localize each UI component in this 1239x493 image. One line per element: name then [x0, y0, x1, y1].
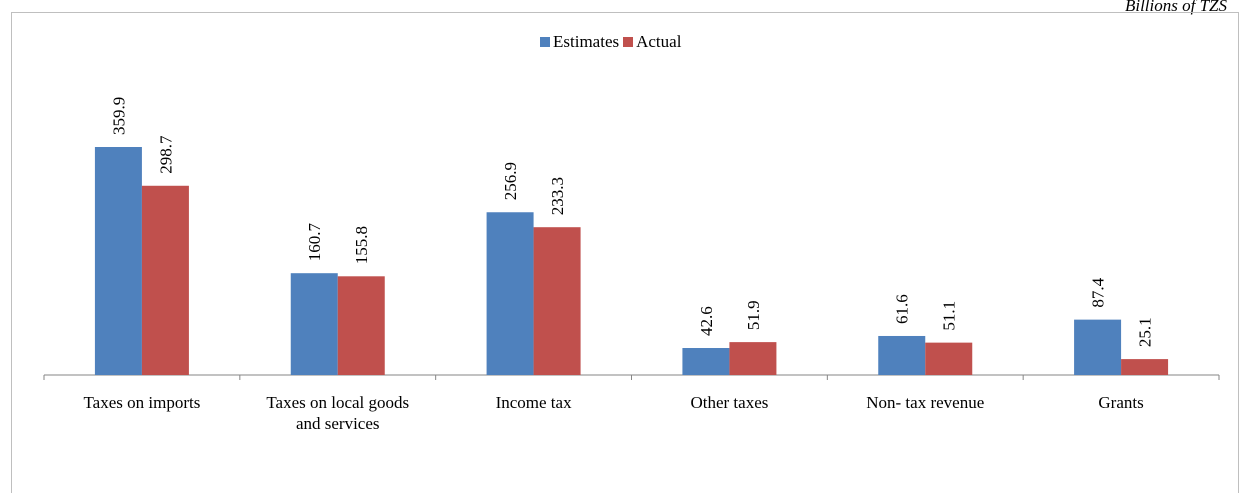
category-label: Non- tax revenue — [866, 393, 984, 412]
bar-actual — [925, 342, 973, 375]
legend-swatch-estimates — [540, 37, 550, 47]
data-label: 51.1 — [940, 301, 959, 331]
category-label: Grants — [1098, 393, 1143, 412]
data-label: 51.9 — [744, 300, 763, 330]
category-label: Taxes on local goods — [266, 393, 409, 412]
bar-actual — [337, 276, 385, 375]
bar-estimates — [682, 348, 730, 375]
legend-label-estimates: Estimates — [553, 32, 620, 51]
data-label: 155.8 — [352, 226, 371, 264]
data-label: 359.9 — [109, 97, 128, 135]
data-label: 42.6 — [697, 306, 716, 336]
data-label: 233.3 — [548, 177, 567, 215]
legend-swatch-actual — [623, 37, 634, 47]
category-label: Other taxes — [690, 393, 768, 412]
data-label: 87.4 — [1089, 277, 1108, 307]
data-label: 61.6 — [893, 294, 912, 324]
bar-estimates — [1074, 319, 1122, 375]
unit-note: Billions of TZS — [1124, 0, 1227, 15]
category-label: Income tax — [496, 393, 572, 412]
legend-item-estimates: Estimates — [540, 32, 619, 52]
bar-estimates — [878, 335, 926, 375]
legend-label-actual: Actual — [636, 32, 682, 51]
bar-estimates — [290, 273, 338, 375]
legend: Estimates Actual — [540, 32, 685, 52]
bar-estimates — [486, 212, 534, 375]
bar-actual — [1121, 359, 1169, 375]
category-label: and services — [296, 414, 380, 433]
data-label: 160.7 — [305, 222, 324, 261]
bar-actual — [141, 185, 189, 375]
bar-estimates — [94, 147, 142, 375]
bar-actual — [533, 227, 581, 375]
data-label: 298.7 — [156, 135, 175, 174]
data-label: 25.1 — [1136, 317, 1155, 347]
bar-actual — [729, 342, 777, 375]
data-label: 256.9 — [501, 162, 520, 200]
legend-item-actual: Actual — [623, 32, 681, 52]
category-label: Taxes on imports — [83, 393, 200, 412]
